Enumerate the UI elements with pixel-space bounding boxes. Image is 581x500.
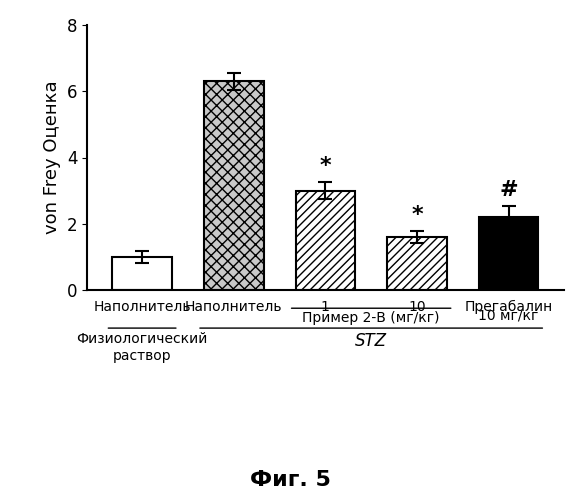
Bar: [204, 82, 264, 290]
Text: 1: 1: [321, 300, 330, 314]
Text: *: *: [411, 205, 423, 225]
Text: Наполнитель: Наполнитель: [94, 300, 191, 314]
Y-axis label: von Frey Оценка: von Frey Оценка: [43, 80, 61, 234]
Text: 10 мг/кг: 10 мг/кг: [478, 308, 539, 322]
Text: Пример 2-В (мг/кг): Пример 2-В (мг/кг): [303, 311, 440, 325]
Text: Физиологический: Физиологический: [77, 332, 208, 346]
Text: Фиг. 5: Фиг. 5: [250, 470, 331, 490]
Text: Прегабалин: Прегабалин: [464, 300, 553, 314]
Text: #: #: [499, 180, 518, 200]
Bar: [387, 237, 447, 290]
Bar: [296, 190, 355, 290]
Bar: [112, 257, 172, 290]
Text: *: *: [320, 156, 331, 176]
Text: STZ: STZ: [355, 332, 387, 350]
Text: Наполнитель: Наполнитель: [185, 300, 282, 314]
Text: 10: 10: [408, 300, 426, 314]
Bar: [479, 217, 539, 290]
Text: раствор: раствор: [113, 348, 171, 362]
